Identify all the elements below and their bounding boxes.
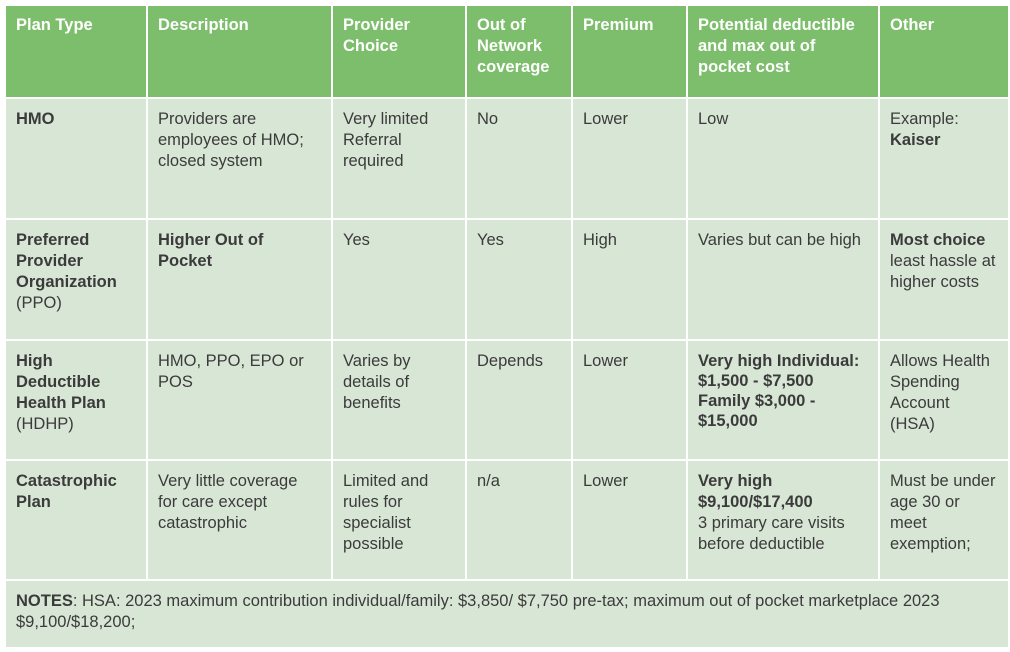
notes-label: NOTES [16, 592, 73, 610]
notes-row: NOTES: HSA: 2023 maximum contribution in… [4, 579, 1010, 649]
table-row: Catastrophic Plan Very little coverage f… [4, 459, 1010, 581]
header-description: Description [146, 4, 333, 99]
cell-other: Must be under age 30 or meet exemption; [878, 459, 1010, 581]
cell-deductible: Very high Individual: $1,500 - $7,500 Fa… [686, 339, 880, 461]
cell-description: Higher Out of Pocket [146, 218, 333, 341]
cell-description: Providers are employees of HMO; closed s… [146, 97, 333, 220]
cell-premium: Lower [571, 459, 688, 581]
cell-description: HMO, PPO, EPO or POS [146, 339, 333, 461]
cell-provider-choice: Very limited Referral required [331, 97, 467, 220]
notes-cell: NOTES: HSA: 2023 maximum contribution in… [4, 579, 1010, 649]
cell-other: Allows Health Spending Account (HSA) [878, 339, 1010, 461]
cell-premium: Lower [571, 339, 688, 461]
cell-description: Very little coverage for care except cat… [146, 459, 333, 581]
table-row: HMO Providers are employees of HMO; clos… [4, 97, 1010, 220]
cell-other: Example: Kaiser [878, 97, 1010, 220]
header-other: Other [878, 4, 1010, 99]
cell-plan-type: HMO [4, 97, 148, 220]
table-row: Preferred Provider Organization (PPO) Hig… [4, 218, 1010, 341]
header-premium: Premium [571, 4, 688, 99]
header-row: Plan Type Description Provider Choice Ou… [4, 4, 1010, 99]
cell-provider-choice: Varies by details of benefits [331, 339, 467, 461]
cell-out-of-network: Yes [465, 218, 573, 341]
cell-other: Most choice least hassle at higher costs [878, 218, 1010, 341]
cell-provider-choice: Yes [331, 218, 467, 341]
notes-text: : HSA: 2023 maximum contribution individ… [16, 592, 940, 631]
cell-out-of-network: No [465, 97, 573, 220]
health-plan-comparison-table: Plan Type Description Provider Choice Ou… [4, 4, 1010, 649]
cell-provider-choice: Limited and rules for specialist possibl… [331, 459, 467, 581]
cell-deductible: Very high $9,100/$17,400 3 primary care v… [686, 459, 880, 581]
cell-out-of-network: n/a [465, 459, 573, 581]
cell-out-of-network: Depends [465, 339, 573, 461]
cell-deductible: Low [686, 97, 880, 220]
cell-plan-type: Preferred Provider Organization (PPO) [4, 218, 148, 341]
table-row: High Deductible Health Plan (HDHP) HMO, P… [4, 339, 1010, 461]
cell-premium: High [571, 218, 688, 341]
cell-plan-type: High Deductible Health Plan (HDHP) [4, 339, 148, 461]
cell-deductible: Varies but can be high [686, 218, 880, 341]
header-provider-choice: Provider Choice [331, 4, 467, 99]
header-deductible: Potential deductible and max out of pock… [686, 4, 880, 99]
header-out-of-network: Out of Network coverage [465, 4, 573, 99]
cell-plan-type: Catastrophic Plan [4, 459, 148, 581]
cell-premium: Lower [571, 97, 688, 220]
header-plan-type: Plan Type [4, 4, 148, 99]
